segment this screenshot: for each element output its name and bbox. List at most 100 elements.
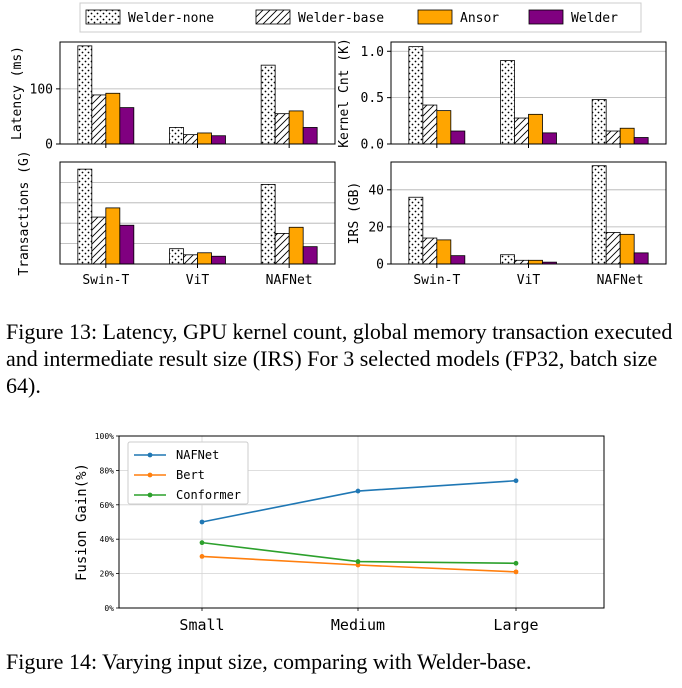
data-point bbox=[355, 488, 361, 494]
y-tick-label: 100% bbox=[95, 432, 114, 441]
bar bbox=[514, 259, 529, 265]
x-tick-label: Swin-T bbox=[82, 273, 129, 288]
bar bbox=[591, 99, 607, 145]
x-tick-label: ViT bbox=[517, 273, 541, 288]
data-point bbox=[199, 540, 205, 546]
y-axis-label: Fusion Gain(%) bbox=[74, 463, 90, 581]
bar bbox=[528, 259, 543, 265]
bar bbox=[91, 216, 107, 265]
legend-swatch bbox=[417, 9, 453, 25]
bar bbox=[500, 60, 515, 145]
line-chart: 0% 20% 40% 60% 80% 100% Small Medium Large Fusion… bbox=[74, 432, 605, 634]
data-point bbox=[355, 562, 361, 568]
y-tick-label: 60% bbox=[100, 501, 115, 510]
bar-chart-panel: 0 100 Latency (ms) bbox=[10, 41, 336, 153]
bar bbox=[591, 165, 607, 265]
bar bbox=[183, 254, 198, 265]
bar bbox=[211, 135, 226, 145]
legend-swatch bbox=[528, 9, 564, 25]
bar bbox=[542, 132, 557, 145]
legend-label: Conformer bbox=[176, 488, 241, 502]
bar bbox=[633, 252, 649, 265]
bar bbox=[260, 184, 276, 265]
bar bbox=[500, 254, 515, 265]
bar bbox=[77, 168, 93, 265]
data-point bbox=[199, 519, 205, 525]
legend-label: Ansor bbox=[460, 11, 499, 26]
y-tick-label: 0 bbox=[45, 138, 53, 153]
y-tick-label: 0 bbox=[376, 258, 384, 273]
plot-frame bbox=[118, 435, 605, 609]
y-axis-label: Kernel Cnt (K) bbox=[337, 38, 352, 148]
bar bbox=[274, 232, 290, 265]
bar bbox=[288, 110, 304, 145]
legend-label: Welder-base bbox=[298, 11, 384, 26]
y-tick-label: 1.0 bbox=[361, 45, 384, 60]
y-tick-label: 80% bbox=[100, 466, 115, 475]
bar bbox=[422, 104, 438, 145]
bar bbox=[408, 196, 424, 265]
bar bbox=[169, 248, 184, 265]
y-axis-label: Latency (ms) bbox=[10, 46, 25, 140]
bar bbox=[119, 107, 135, 145]
bar bbox=[619, 127, 635, 145]
y-axis-label: Transactions (G) bbox=[17, 150, 32, 275]
bar bbox=[436, 110, 452, 145]
y-tick-label: 0.5 bbox=[361, 91, 384, 106]
x-tick-label: Swin-T bbox=[413, 273, 460, 288]
data-point bbox=[199, 554, 205, 559]
bar-chart-panel: 0.0 0.5 1.0 Kernel Cnt (K) bbox=[337, 38, 667, 153]
bar bbox=[450, 255, 466, 265]
legend-swatch bbox=[255, 9, 291, 25]
bar bbox=[605, 130, 621, 145]
x-tick-label: NAFNet bbox=[266, 273, 313, 288]
legend-label: Bert bbox=[176, 468, 205, 482]
bar bbox=[450, 130, 466, 145]
data-point bbox=[513, 569, 519, 575]
y-tick-label: 20% bbox=[100, 570, 115, 579]
legend-frame bbox=[127, 441, 249, 505]
bar bbox=[605, 232, 621, 265]
bar bbox=[197, 132, 212, 145]
series-line bbox=[201, 479, 517, 523]
bar bbox=[77, 45, 93, 145]
bar bbox=[119, 224, 135, 265]
bar bbox=[183, 134, 198, 145]
y-tick-label: 0.0 bbox=[361, 138, 384, 153]
data-point bbox=[513, 560, 519, 566]
bar-chart-panel: Swin-T ViT NAFNet Transactions (G) bbox=[17, 150, 336, 288]
bar bbox=[91, 94, 107, 145]
figure-13-caption: Figure 13: Latency, GPU kernel count, gl… bbox=[6, 319, 673, 398]
bar bbox=[105, 207, 121, 265]
y-tick-label: 20 bbox=[368, 220, 384, 235]
y-axis-label: IRS (GB) bbox=[347, 182, 362, 245]
bar bbox=[211, 255, 226, 265]
x-tick-label: NAFNet bbox=[597, 273, 644, 288]
bar bbox=[528, 113, 543, 145]
data-point bbox=[513, 478, 519, 484]
figure-14-caption: Figure 14: Varying input size, comparing… bbox=[6, 649, 532, 674]
bar bbox=[302, 246, 318, 265]
bar-legend: Welder-none Welder-base Ansor Welder bbox=[79, 2, 642, 33]
bar bbox=[169, 127, 184, 145]
x-tick-label: Large bbox=[493, 616, 538, 634]
bar bbox=[274, 113, 290, 145]
line-legend: NAFNet Bert Conformer bbox=[127, 441, 249, 505]
bar-chart-panel: 0 20 40 Swin-T ViT NAFNet IRS (GB) bbox=[347, 161, 667, 288]
legend-marker bbox=[147, 492, 153, 498]
bar bbox=[422, 237, 438, 265]
y-tick-label: 40 bbox=[368, 183, 384, 198]
x-tick-label: ViT bbox=[186, 273, 210, 288]
legend-marker bbox=[147, 452, 153, 458]
bar bbox=[105, 92, 121, 145]
bar bbox=[260, 64, 276, 145]
y-tick-label: 0% bbox=[104, 604, 114, 613]
bar bbox=[619, 233, 635, 265]
bar bbox=[514, 117, 529, 145]
bar bbox=[408, 46, 424, 145]
x-tick-label: Small bbox=[179, 616, 224, 634]
x-tick-label: Medium bbox=[331, 616, 385, 634]
y-tick-label: 100 bbox=[30, 82, 53, 97]
legend-label: Welder bbox=[571, 11, 618, 26]
